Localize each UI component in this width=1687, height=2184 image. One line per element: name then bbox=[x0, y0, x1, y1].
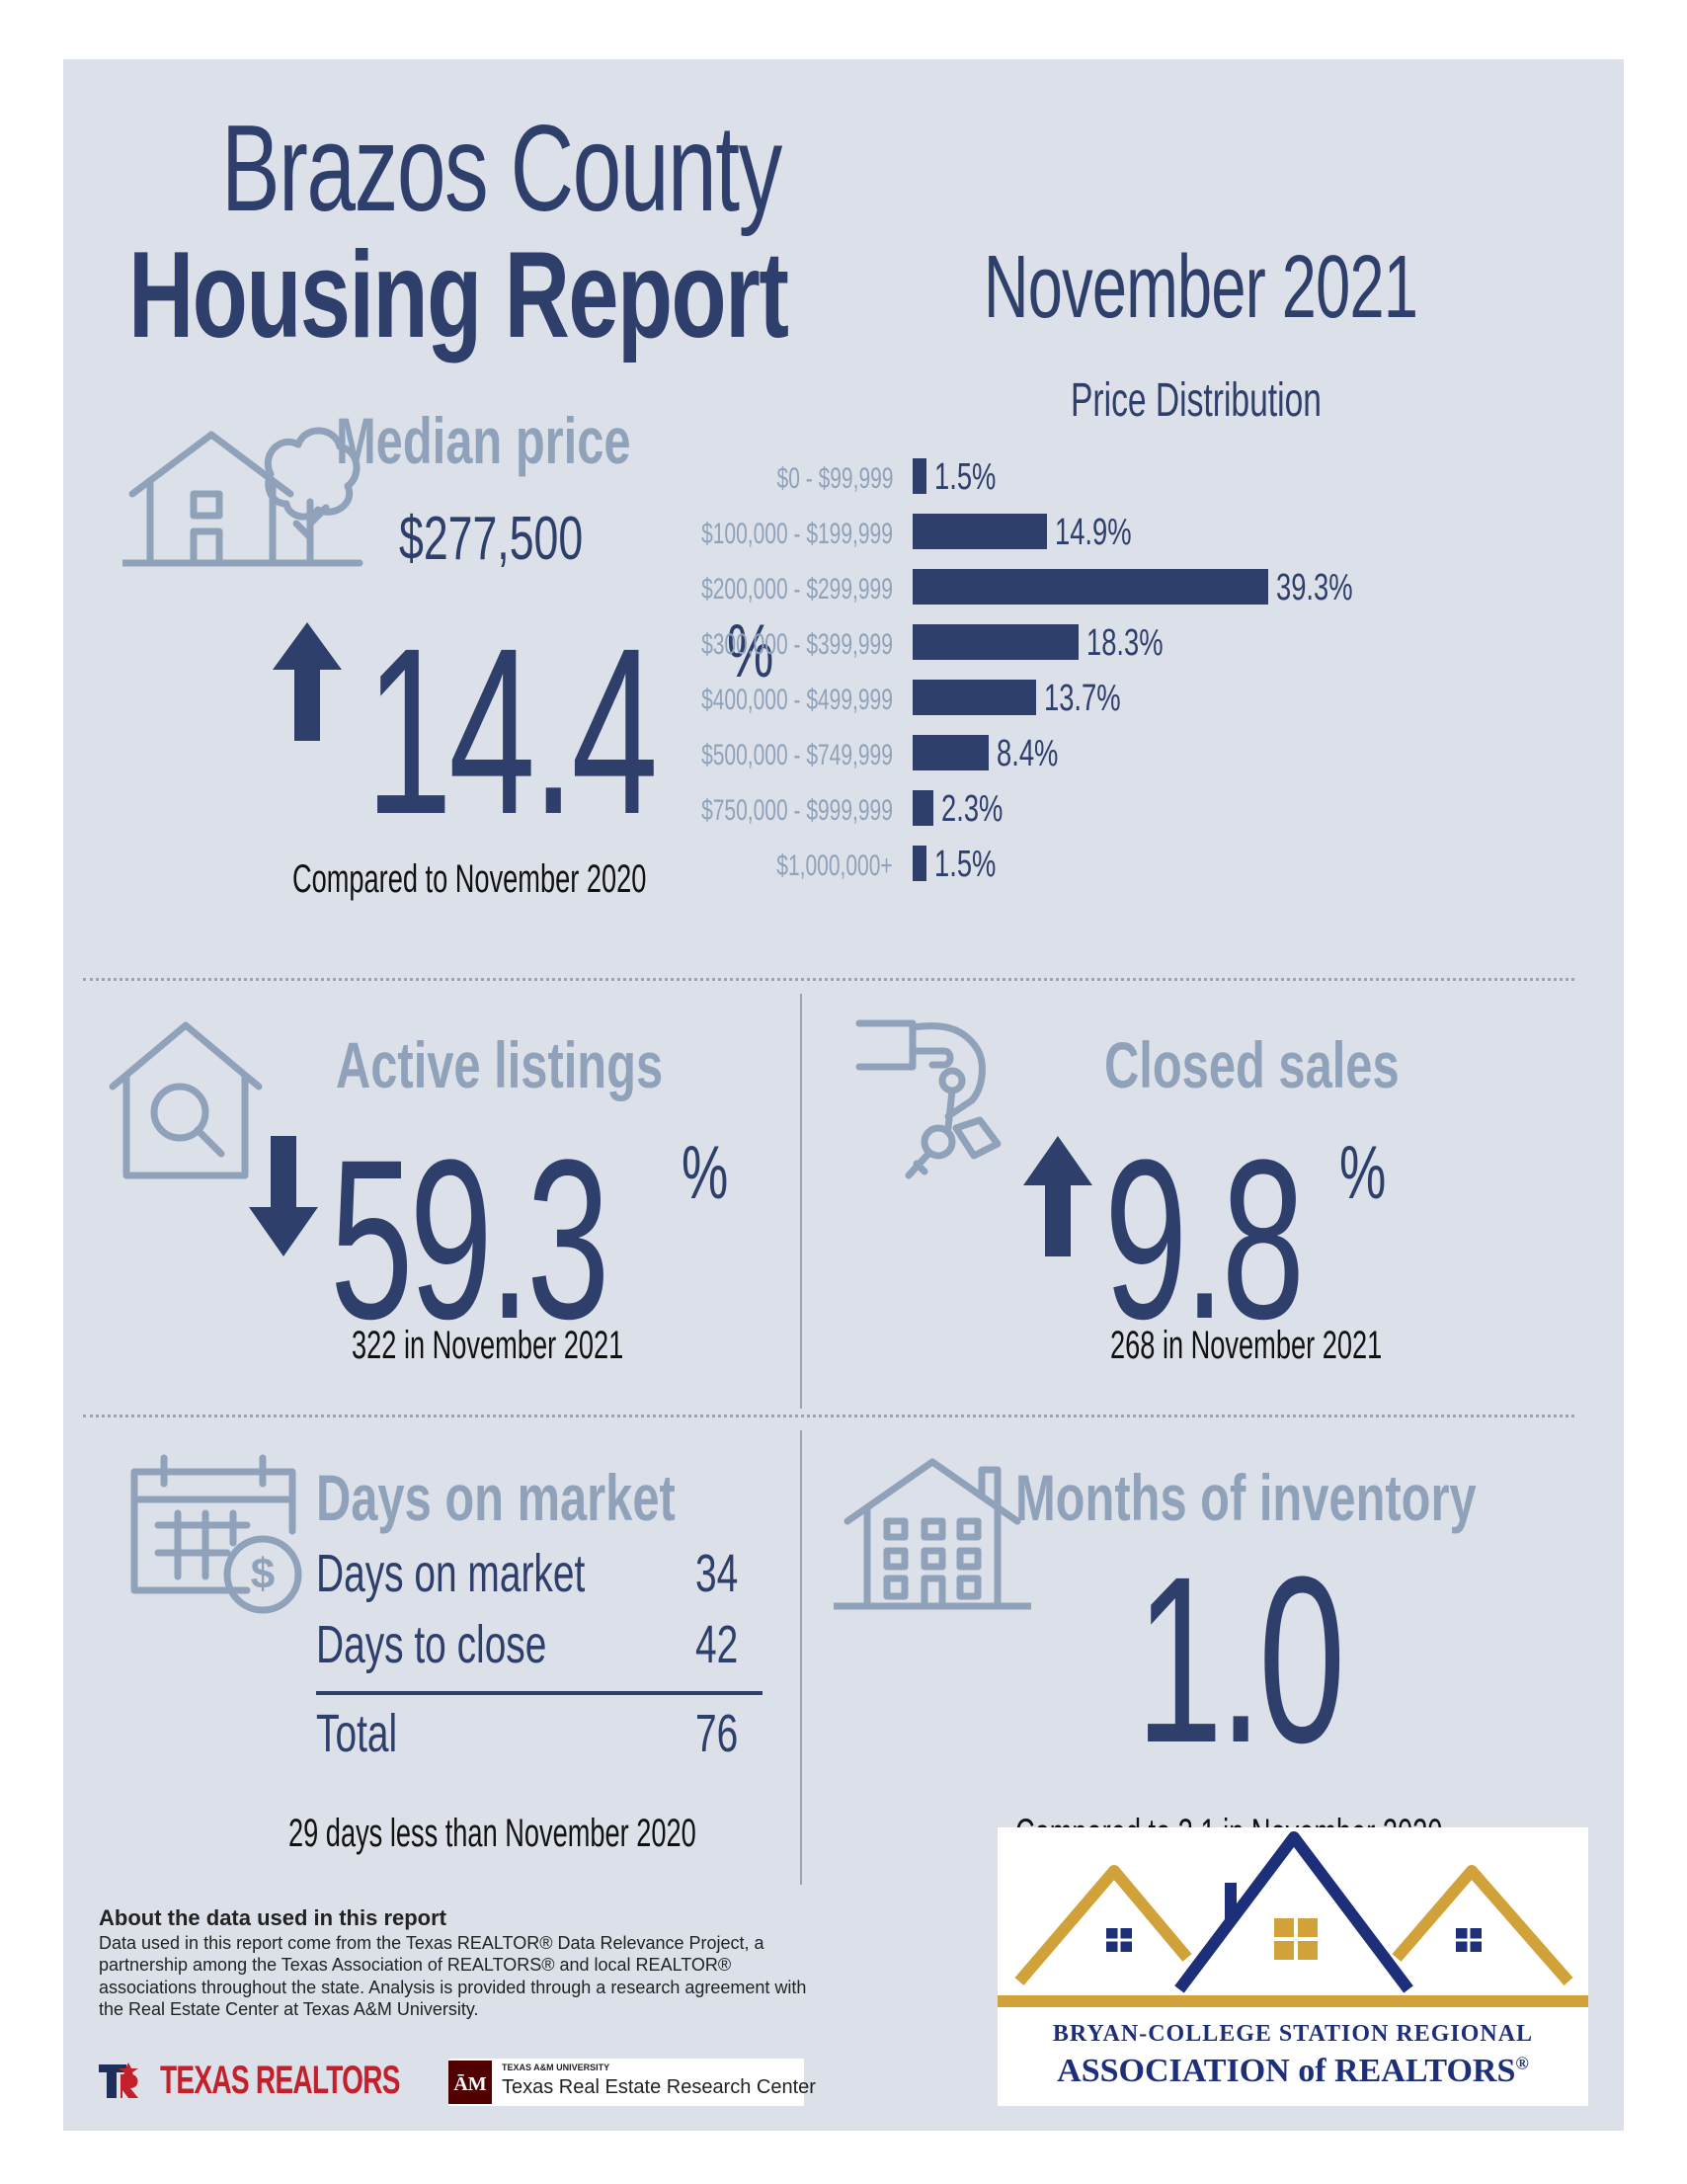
house-search-icon bbox=[109, 1021, 263, 1179]
price-bar bbox=[913, 846, 926, 881]
svg-text:$: $ bbox=[251, 1550, 275, 1598]
bcs-association-logo: BRYAN-COLLEGE STATION REGIONAL ASSOCIATI… bbox=[998, 1827, 1588, 2106]
dom-total-rule bbox=[316, 1691, 763, 1695]
svg-text:ĀM: ĀM bbox=[453, 2073, 486, 2095]
price-range-label: $750,000 - $999,999 bbox=[701, 794, 893, 827]
bcs-name-line-1: BRYAN-COLLEGE STATION REGIONAL bbox=[1052, 2021, 1534, 2047]
tamu-mark-icon: ĀM bbox=[448, 2061, 492, 2104]
divider-vertical-2 bbox=[800, 1430, 802, 1885]
price-range-label: $1,000,000+ bbox=[776, 849, 893, 882]
active-listings-change-unit: % bbox=[682, 1131, 729, 1215]
active-listings-label: Active listings bbox=[336, 1028, 664, 1101]
closed-sales-change-unit: % bbox=[1339, 1131, 1387, 1215]
price-range-label: $400,000 - $499,999 bbox=[701, 684, 893, 716]
tamu-small-label: TEXAS A&M UNIVERSITY bbox=[502, 2063, 610, 2072]
report-panel: Brazos County Housing Report November 20… bbox=[63, 59, 1624, 2131]
months-inventory-label: Months of inventory bbox=[1015, 1461, 1477, 1534]
price-bar bbox=[913, 514, 1048, 549]
title-line-1: Brazos County bbox=[221, 101, 782, 237]
dom-row-value: 34 bbox=[695, 1544, 739, 1603]
texas-realtors-logo: TEXAS REALTORS bbox=[97, 2057, 503, 2103]
days-on-market-caption: 29 days less than November 2020 bbox=[288, 1812, 696, 1855]
arrow-up-icon-2 bbox=[1023, 1136, 1092, 1256]
closed-sales-caption: 268 in November 2021 bbox=[1110, 1324, 1383, 1367]
tamu-center-label: Texas Real Estate Research Center bbox=[502, 2076, 816, 2098]
divider-1 bbox=[83, 978, 1574, 981]
days-on-market-label: Days on market bbox=[316, 1461, 676, 1534]
about-data-note: About the data used in this report Data … bbox=[99, 1904, 810, 2021]
arrow-down-icon bbox=[249, 1136, 318, 1256]
dom-row-label: Days on market bbox=[316, 1544, 586, 1603]
about-data-body: Data used in this report come from the T… bbox=[99, 1932, 807, 2020]
price-range-label: $500,000 - $749,999 bbox=[701, 739, 893, 771]
title-line-2: Housing Report bbox=[128, 227, 789, 364]
texas-realtors-mark-icon bbox=[97, 2061, 142, 2100]
divider-2 bbox=[83, 1415, 1574, 1417]
price-distribution-chart: $0 - $99,999 1.5% $100,000 - $199,999 14.9%… bbox=[587, 456, 1614, 972]
tamu-research-center-logo: ĀM TEXAS A&M UNIVERSITY Texas Real Estat… bbox=[448, 2059, 816, 2106]
active-listings-caption: 322 in November 2021 bbox=[352, 1324, 624, 1367]
arrow-up-icon bbox=[273, 622, 342, 741]
house-tree-icon bbox=[122, 427, 363, 567]
bcs-name-line-2: ASSOCIATION of REALTORS® bbox=[1057, 2053, 1529, 2089]
price-bar-value: 14.9% bbox=[1055, 512, 1133, 553]
price-bar-value: 8.4% bbox=[996, 733, 1059, 774]
days-to-close-label: Days to close bbox=[316, 1615, 547, 1674]
price-bar-value: 18.3% bbox=[1085, 622, 1164, 664]
price-bar-value: 39.3% bbox=[1276, 567, 1353, 608]
median-price-label: Median price bbox=[336, 404, 631, 477]
closed-sales-change: 9.8 bbox=[1104, 1112, 1305, 1366]
days-to-close-value: 42 bbox=[695, 1615, 739, 1674]
price-bar bbox=[913, 458, 926, 494]
median-price-caption: Compared to November 2020 bbox=[292, 857, 647, 901]
median-price-change-unit: % bbox=[727, 609, 774, 693]
price-range-label: $300,000 - $399,999 bbox=[701, 628, 893, 661]
price-bar-value: 1.5% bbox=[933, 844, 997, 885]
price-bar bbox=[913, 569, 1268, 605]
price-bar-value: 1.5% bbox=[933, 456, 997, 498]
price-bar bbox=[913, 624, 1079, 660]
price-range-label: $200,000 - $299,999 bbox=[701, 573, 893, 606]
dom-total-value: 76 bbox=[695, 1704, 739, 1763]
apartment-house-icon bbox=[834, 1458, 1031, 1610]
months-inventory-value: 1.0 bbox=[1136, 1527, 1345, 1792]
price-bar bbox=[913, 790, 934, 826]
price-range-label: $0 - $99,999 bbox=[776, 462, 893, 495]
price-bar-value: 2.3% bbox=[941, 788, 1004, 830]
dom-total-label: Total bbox=[316, 1704, 398, 1763]
rooftops-icon bbox=[998, 1831, 1588, 2007]
calendar-dollar-icon: $ bbox=[130, 1454, 302, 1614]
report-month: November 2021 bbox=[984, 238, 1418, 337]
median-price-change: 14.4 bbox=[365, 599, 658, 863]
price-bar bbox=[913, 735, 989, 770]
median-price-value: $277,500 bbox=[399, 505, 584, 573]
price-distribution-title: Price Distribution bbox=[1071, 374, 1322, 427]
price-bar-value: 13.7% bbox=[1044, 678, 1122, 719]
hand-keys-icon bbox=[855, 1019, 1002, 1179]
price-bar bbox=[913, 680, 1037, 715]
divider-vertical-1 bbox=[800, 994, 802, 1409]
about-data-heading: About the data used in this report bbox=[99, 1905, 447, 1930]
price-range-label: $100,000 - $199,999 bbox=[701, 518, 893, 550]
closed-sales-label: Closed sales bbox=[1104, 1028, 1400, 1101]
active-listings-change: 59.3 bbox=[330, 1112, 610, 1366]
